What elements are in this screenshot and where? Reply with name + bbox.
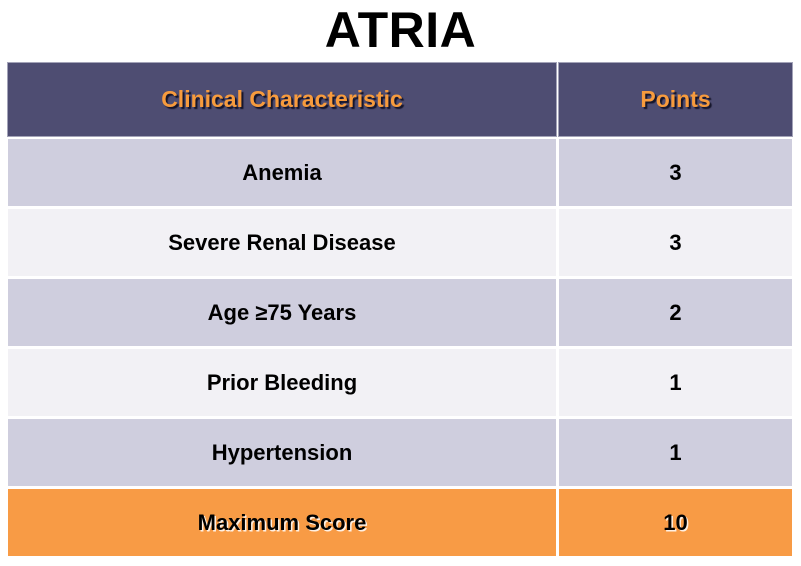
table-row: Age ≥75 Years 2 — [8, 279, 792, 346]
table-row: Hypertension 1 — [8, 419, 792, 486]
cell-points: 1 — [559, 419, 792, 486]
table-row: Anemia 3 — [8, 139, 792, 206]
cell-points: 2 — [559, 279, 792, 346]
cell-points: 3 — [559, 139, 792, 206]
cell-characteristic: Age ≥75 Years — [8, 279, 556, 346]
page-title: ATRIA — [324, 2, 477, 58]
header-points: Points — [559, 63, 792, 136]
cell-maximum-score-label: Maximum Score — [8, 489, 556, 556]
atria-score-table: Clinical Characteristic Points Anemia 3 … — [8, 63, 792, 556]
table-row: Prior Bleeding 1 — [8, 349, 792, 416]
table-header-row: Clinical Characteristic Points — [8, 63, 792, 136]
cell-points: 3 — [559, 209, 792, 276]
table-row: Severe Renal Disease 3 — [8, 209, 792, 276]
header-clinical-characteristic: Clinical Characteristic — [8, 63, 556, 136]
cell-maximum-score-value: 10 — [559, 489, 792, 556]
table-total-row: Maximum Score 10 — [8, 489, 792, 556]
cell-points: 1 — [559, 349, 792, 416]
cell-characteristic: Hypertension — [8, 419, 556, 486]
cell-characteristic: Severe Renal Disease — [8, 209, 556, 276]
cell-characteristic: Prior Bleeding — [8, 349, 556, 416]
cell-characteristic: Anemia — [8, 139, 556, 206]
